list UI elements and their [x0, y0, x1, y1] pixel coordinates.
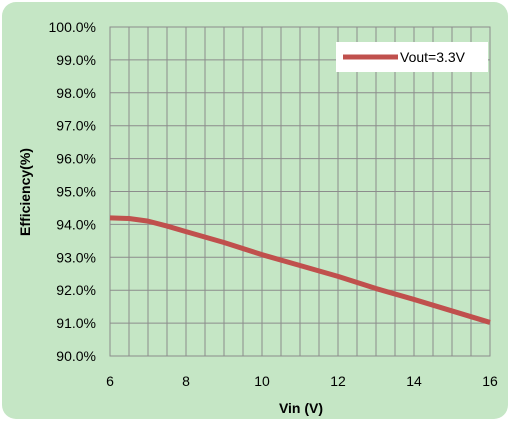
x-tick-label: 8 — [182, 373, 190, 389]
tick-labels: 90.0% 91.0% 92.0% 93.0% 94.0% 95.0% 96.0% 97.0%… — [49, 19, 498, 389]
y-tick-label: 90.0% — [56, 348, 96, 364]
y-tick-label: 97.0% — [56, 118, 96, 134]
y-tick-label: 94.0% — [56, 216, 96, 232]
y-tick-label: 99.0% — [56, 52, 96, 68]
y-axis-title: Efficiency(%) — [17, 148, 33, 236]
y-tick-label: 93.0% — [56, 249, 96, 265]
y-tick-label: 91.0% — [56, 315, 96, 331]
x-tick-label: 10 — [254, 373, 270, 389]
x-tick-label: 16 — [482, 373, 498, 389]
y-tick-label: 98.0% — [56, 85, 96, 101]
plot-border — [109, 26, 491, 357]
series-line-vout-3-3v — [109, 215, 491, 325]
y-tick-label: 95.0% — [56, 184, 96, 200]
y-tick-label: 100.0% — [49, 19, 96, 35]
x-tick-label: 6 — [106, 373, 114, 389]
x-tick-label: 12 — [330, 373, 346, 389]
legend: Vout=3.3V — [336, 42, 488, 72]
series-lines — [109, 215, 491, 325]
x-axis-title: Vin (V) — [279, 400, 323, 416]
y-tick-label: 92.0% — [56, 282, 96, 298]
legend-label-vout-3-3v: Vout=3.3V — [400, 49, 466, 65]
y-tick-label: 96.0% — [56, 151, 96, 167]
x-tick-label: 14 — [406, 373, 422, 389]
